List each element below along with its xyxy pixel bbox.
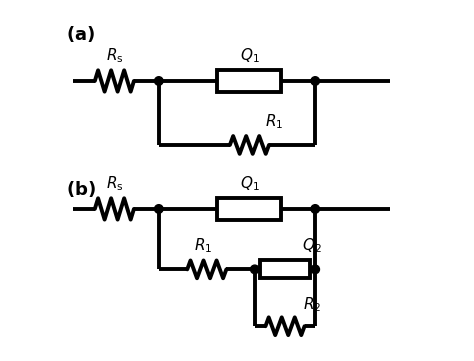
Circle shape xyxy=(250,265,259,274)
Circle shape xyxy=(311,77,319,85)
Text: $R_\mathrm{2}$: $R_\mathrm{2}$ xyxy=(302,295,321,314)
Bar xyxy=(218,198,282,219)
Text: $R_\mathrm{1}$: $R_\mathrm{1}$ xyxy=(194,236,212,255)
Text: $Q_\mathrm{1}$: $Q_\mathrm{1}$ xyxy=(239,46,259,65)
Text: $R_\mathrm{s}$: $R_\mathrm{s}$ xyxy=(106,46,123,65)
Text: $\mathbf{(a)}$: $\mathbf{(a)}$ xyxy=(66,24,95,44)
Circle shape xyxy=(155,77,163,85)
Text: $Q_\mathrm{2}$: $Q_\mathrm{2}$ xyxy=(302,236,321,255)
Bar xyxy=(218,70,282,92)
Text: $\mathbf{(b)}$: $\mathbf{(b)}$ xyxy=(66,179,96,199)
Circle shape xyxy=(311,265,319,274)
Text: $Q_\mathrm{1}$: $Q_\mathrm{1}$ xyxy=(239,174,259,193)
Circle shape xyxy=(155,205,163,213)
Text: $R_\mathrm{s}$: $R_\mathrm{s}$ xyxy=(106,174,123,193)
Text: $R_\mathrm{1}$: $R_\mathrm{1}$ xyxy=(265,112,283,131)
Bar xyxy=(260,261,310,278)
Circle shape xyxy=(311,205,319,213)
